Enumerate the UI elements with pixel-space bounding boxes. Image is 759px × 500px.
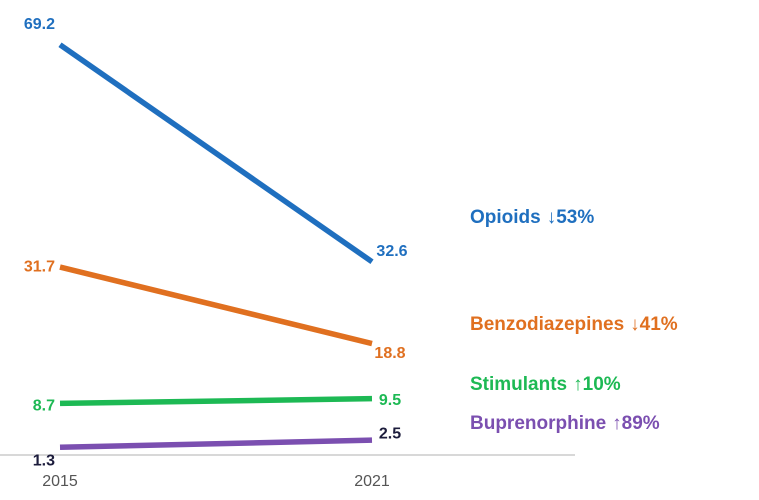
change-label: ↓41% — [630, 314, 678, 335]
legend-label: Benzodiazepines ↓41% — [470, 314, 678, 335]
data-label: 32.6 — [376, 243, 407, 260]
data-label: 2.5 — [379, 425, 401, 442]
legend-label: Buprenorphine ↑89% — [470, 413, 660, 434]
series-line — [58, 42, 374, 264]
series-line — [59, 395, 373, 407]
legend-label: Opioids ↓53% — [470, 207, 594, 228]
data-label: 9.5 — [379, 392, 401, 409]
series-name: Stimulants — [470, 374, 567, 395]
series-name: Opioids — [470, 207, 541, 228]
data-label: 18.8 — [374, 345, 405, 362]
change-label: ↑10% — [573, 374, 621, 395]
data-label: 8.7 — [33, 398, 55, 415]
change-label: ↑89% — [612, 413, 660, 434]
legend-label: Stimulants ↑10% — [470, 374, 621, 395]
series-line — [59, 437, 373, 451]
series-name: Buprenorphine — [470, 413, 606, 434]
data-label: 69.2 — [24, 16, 55, 33]
x-tick-label: 2015 — [42, 473, 78, 490]
data-label: 1.3 — [33, 453, 55, 470]
series-name: Benzodiazepines — [470, 314, 624, 335]
series-line — [59, 264, 373, 347]
change-label: ↓53% — [547, 207, 595, 228]
data-label: 31.7 — [24, 258, 55, 275]
x-tick-label: 2021 — [354, 473, 390, 490]
